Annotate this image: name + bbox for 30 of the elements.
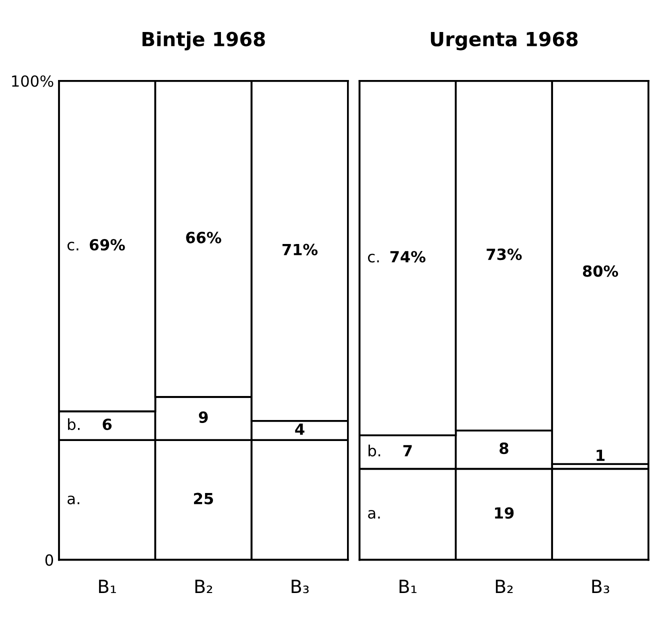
y-tick-label: 0 — [45, 554, 54, 566]
annotation: c. — [68, 242, 78, 251]
x-tick-label: B₃ — [592, 580, 610, 594]
data-label: 80% — [582, 265, 618, 277]
x-tick-label: B₂ — [496, 580, 513, 594]
data-label: 8 — [500, 442, 508, 454]
x-tick-label: B₁ — [400, 580, 416, 594]
annotation: b. — [68, 418, 80, 430]
data-label: 74% — [390, 250, 426, 262]
data-label: 69% — [90, 238, 125, 251]
chart-title: Urgenta 1968 — [430, 32, 578, 50]
data-label: 71% — [282, 244, 318, 256]
data-label: 25 — [194, 492, 213, 504]
x-tick-label: B₂ — [195, 580, 212, 594]
chart-title: Bintje 1968 — [142, 31, 265, 50]
x-tick-label: B₁ — [99, 580, 116, 594]
data-label: 19 — [495, 507, 514, 519]
data-label: 73% — [486, 248, 522, 260]
data-label: 7 — [403, 445, 412, 456]
data-label: 66% — [186, 232, 222, 244]
annotation: c. — [368, 254, 379, 262]
data-label: 4 — [295, 424, 304, 435]
x-tick-label: B₃ — [292, 580, 309, 594]
data-label: 1 — [596, 450, 605, 461]
annotation: b. — [368, 444, 380, 456]
annotation: a. — [68, 496, 80, 504]
annotation: a. — [368, 510, 380, 519]
y-tick-label: 100% — [12, 75, 54, 87]
data-label: 9 — [198, 411, 208, 423]
data-label: 6 — [102, 418, 112, 430]
